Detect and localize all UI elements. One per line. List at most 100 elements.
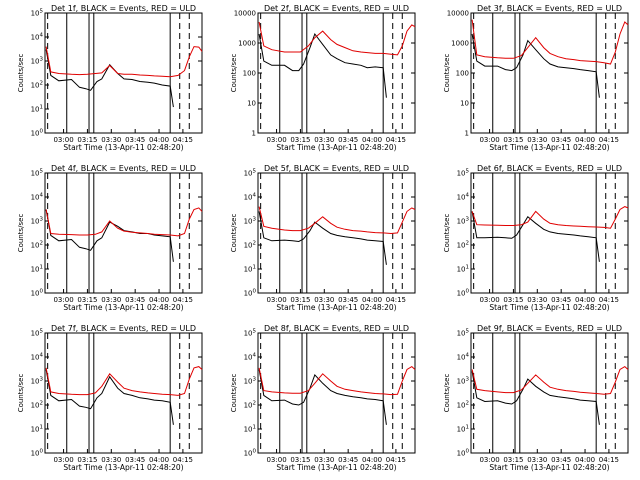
events-series-line — [471, 371, 600, 425]
y-tick-label: 105 — [31, 169, 44, 178]
x-tick-label: 04:00 — [362, 136, 382, 144]
events-series-line — [45, 49, 174, 108]
y-tick-label: 100 — [31, 289, 44, 298]
x-axis-label: Start Time (13-Apr-11 02:48:20) — [63, 143, 183, 152]
events-series-line — [258, 369, 387, 425]
y-tick-label: 101 — [457, 425, 469, 434]
events-series-line — [471, 33, 600, 98]
y-tick-label: 10 — [460, 100, 469, 108]
x-tick-label: 03:15 — [77, 456, 97, 464]
panel-title: Det 4f, BLACK = Events, RED = ULD — [51, 164, 196, 173]
x-tick-label: 04:00 — [362, 456, 382, 464]
x-tick-label: 03:15 — [77, 136, 97, 144]
x-tick-label: 03:00 — [479, 296, 499, 304]
x-tick-label: 04:00 — [575, 136, 595, 144]
events-series-line — [45, 369, 174, 425]
events-series-line — [45, 209, 174, 262]
x-axis-label: Start Time (13-Apr-11 02:48:20) — [63, 463, 183, 472]
x-tick-label: 04:00 — [362, 296, 382, 304]
x-tick-label: 04:15 — [173, 296, 193, 304]
detector-panel: Det 5f, BLACK = Events, RED = ULD 100 101 1… — [230, 164, 416, 312]
x-tick-label: 03:00 — [53, 296, 73, 304]
detector-panel: Det 2f, BLACK = Events, RED = ULD 1 10 100 1… — [230, 4, 416, 152]
y-tick-label: 10 — [247, 100, 256, 108]
x-tick-label: 03:45 — [338, 456, 358, 464]
x-tick-label: 03:30 — [314, 296, 334, 304]
x-tick-label: 03:45 — [125, 136, 145, 144]
y-tick-label: 104 — [457, 353, 470, 362]
panel-title: Det 9f, BLACK = Events, RED = ULD — [477, 324, 622, 333]
x-tick-label: 03:30 — [314, 136, 334, 144]
detector-panel: Det 9f, BLACK = Events, RED = ULD 100 101 1… — [443, 324, 629, 472]
x-tick-label: 03:00 — [479, 136, 499, 144]
x-axis-label: Start Time (13-Apr-11 02:48:20) — [489, 143, 609, 152]
plot-frame — [44, 172, 203, 294]
uld-series-line — [45, 46, 203, 78]
y-tick-label: 101 — [31, 425, 43, 434]
y-tick-label: 102 — [31, 241, 43, 250]
y-tick-label: 102 — [31, 81, 43, 90]
x-tick-label: 03:45 — [551, 296, 571, 304]
x-tick-label: 04:00 — [149, 296, 169, 304]
y-tick-label: 105 — [457, 329, 470, 338]
x-tick-label: 04:00 — [575, 296, 595, 304]
x-tick-label: 03:00 — [479, 456, 499, 464]
x-tick-label: 03:30 — [101, 136, 121, 144]
y-tick-label: 100 — [244, 289, 257, 298]
y-tick-label: 10000 — [234, 10, 256, 18]
y-tick-label: 103 — [457, 217, 470, 226]
y-tick-label: 104 — [244, 353, 257, 362]
y-tick-label: 105 — [457, 169, 470, 178]
uld-series-line — [258, 365, 416, 396]
y-tick-label: 100 — [456, 70, 469, 78]
uld-series-line — [471, 365, 629, 395]
x-tick-label: 03:45 — [551, 456, 571, 464]
uld-series-line — [258, 21, 416, 56]
x-axis-label: Start Time (13-Apr-11 02:48:20) — [489, 303, 609, 312]
uld-series-line — [45, 366, 203, 396]
x-tick-label: 03:15 — [290, 136, 310, 144]
x-axis-label: Start Time (13-Apr-11 02:48:20) — [489, 463, 609, 472]
x-tick-label: 03:00 — [53, 456, 73, 464]
y-tick-label: 102 — [457, 241, 469, 250]
x-tick-label: 03:15 — [290, 296, 310, 304]
y-tick-label: 1 — [465, 130, 469, 138]
y-tick-label: 101 — [457, 265, 469, 274]
y-axis-label: Counts/sec — [17, 374, 25, 413]
x-tick-label: 03:45 — [125, 296, 145, 304]
x-tick-label: 03:30 — [527, 296, 547, 304]
detector-panel: Det 3f, BLACK = Events, RED = ULD 1 10 100 1… — [443, 4, 629, 152]
x-axis-label: Start Time (13-Apr-11 02:48:20) — [276, 303, 396, 312]
x-tick-label: 03:30 — [527, 456, 547, 464]
x-tick-label: 03:30 — [101, 456, 121, 464]
x-tick-label: 04:00 — [575, 456, 595, 464]
x-tick-label: 04:15 — [599, 456, 619, 464]
x-axis-label: Start Time (13-Apr-11 02:48:20) — [276, 463, 396, 472]
y-tick-label: 101 — [244, 425, 256, 434]
x-tick-label: 03:15 — [290, 456, 310, 464]
x-tick-label: 03:30 — [314, 456, 334, 464]
panel-title: Det 5f, BLACK = Events, RED = ULD — [264, 164, 409, 173]
y-tick-label: 1 — [252, 130, 256, 138]
x-axis-label: Start Time (13-Apr-11 02:48:20) — [63, 303, 183, 312]
x-tick-label: 04:15 — [173, 136, 193, 144]
y-tick-label: 105 — [31, 329, 44, 338]
x-tick-label: 04:15 — [386, 136, 406, 144]
panel-title: Det 2f, BLACK = Events, RED = ULD — [264, 4, 409, 13]
y-axis-label: Counts/sec — [17, 214, 25, 253]
x-axis-label: Start Time (13-Apr-11 02:48:20) — [276, 143, 396, 152]
y-tick-label: 100 — [457, 449, 470, 458]
events-series-line — [471, 211, 600, 262]
y-tick-label: 103 — [244, 377, 257, 386]
y-tick-label: 103 — [244, 217, 257, 226]
plot-frame — [470, 12, 629, 134]
x-tick-label: 03:15 — [503, 296, 523, 304]
y-axis-label: Counts/sec — [230, 54, 238, 93]
y-tick-label: 100 — [244, 449, 257, 458]
y-tick-label: 101 — [244, 265, 256, 274]
detector-panel: Det 8f, BLACK = Events, RED = ULD 100 101 1… — [230, 324, 416, 472]
x-tick-label: 03:45 — [338, 296, 358, 304]
panel-title: Det 1f, BLACK = Events, RED = ULD — [51, 4, 196, 13]
y-tick-label: 103 — [457, 377, 470, 386]
y-tick-label: 101 — [31, 105, 43, 114]
